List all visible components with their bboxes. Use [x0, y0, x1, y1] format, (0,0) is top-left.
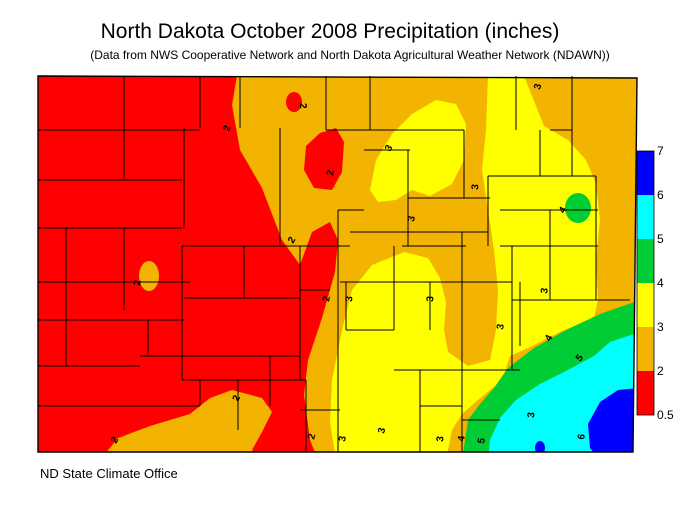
zone-0.5-2-north-small	[286, 92, 302, 112]
zone-6-7-southeast	[588, 388, 637, 452]
contour-label: 2	[132, 279, 144, 287]
contour-label: 3	[526, 411, 537, 418]
zone-2-3-southwest	[100, 390, 272, 452]
contour-label: 3	[435, 435, 446, 442]
contour-label: 2	[306, 432, 318, 441]
legend-swatch	[637, 371, 654, 415]
legend-tick-label: 0.5	[657, 408, 674, 422]
zone-3-4-north	[370, 100, 466, 202]
contour-label: 5	[574, 352, 586, 364]
contour-label: 2	[297, 103, 308, 109]
precip-fill-layers	[38, 76, 637, 452]
legend-tick-label: 7	[657, 144, 664, 158]
contour-label: 2	[325, 169, 337, 177]
map-title: North Dakota October 2008 Precipitation …	[100, 20, 560, 43]
contour-label: 2	[231, 393, 244, 403]
contour-labels: 2 2 2 2 2 2 2 2 2 3 3 3 3 3 3 3 3 3 3 3 …	[109, 82, 588, 445]
contour-label: 3	[532, 82, 544, 91]
contour-label: 3	[406, 215, 418, 223]
zone-0.5-2-west	[38, 76, 338, 452]
contour-label: 3	[539, 287, 551, 295]
contour-label: 3	[383, 143, 396, 154]
county-boundaries	[37, 75, 638, 453]
legend-tick-label: 6	[657, 188, 664, 202]
contour-label: 3	[337, 435, 349, 443]
contour-label: 3	[425, 295, 436, 302]
legend-tick-label: 3	[657, 320, 664, 334]
legend-swatch	[637, 283, 654, 327]
contour-label: 2	[109, 435, 122, 446]
legend-swatch	[637, 151, 654, 195]
contour-label: 5	[476, 437, 488, 445]
legend-tick-label: 2	[657, 364, 664, 378]
contour-label: 2	[321, 295, 333, 303]
contour-label: 3	[470, 183, 481, 190]
legend-color-bar: 7 6 5 4 3 2 0.5	[636, 144, 674, 422]
zone-0.5-2-north	[304, 128, 344, 190]
legend-swatch	[637, 239, 654, 283]
zone-4-5-northeast	[565, 193, 591, 223]
legend-swatch	[637, 195, 654, 239]
legend-frame	[636, 150, 655, 416]
map-subtitle: (Data from NWS Cooperative Network and N…	[90, 48, 610, 62]
zone-2-3-west-oval	[139, 261, 159, 291]
contour-label: 3	[376, 426, 388, 435]
zone-6-7-small	[535, 441, 545, 452]
contour-label: 2	[286, 235, 299, 246]
legend-tick-label: 4	[657, 276, 664, 290]
contour-label: 4	[456, 435, 468, 443]
contour-label: 4	[543, 333, 556, 344]
contour-label: 3	[344, 295, 355, 302]
legend-tick-label: 5	[657, 232, 664, 246]
zone-3-4-central	[330, 252, 510, 452]
credit-text: ND State Climate Office	[40, 466, 178, 481]
contour-label: 3	[495, 323, 507, 331]
legend-swatch	[637, 327, 654, 371]
contour-label: 4	[557, 205, 570, 216]
contour-label: 2	[221, 124, 233, 133]
contour-label: 6	[576, 433, 588, 441]
